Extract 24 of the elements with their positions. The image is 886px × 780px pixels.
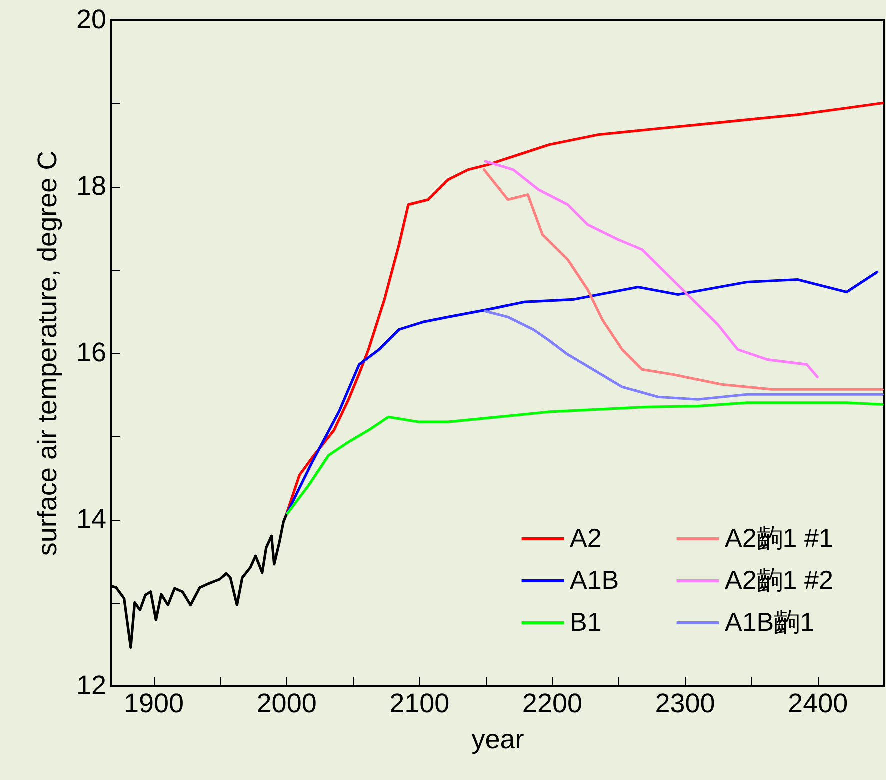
legend-label: A2齣1 #1 [725,523,834,553]
x-tick-label: 2400 [788,688,848,718]
legend-label: A2齣1 #2 [725,565,834,595]
line-series [484,160,819,378]
y-axis-title: surface air temperature, degree C [32,150,62,556]
x-tick-label: 2000 [256,688,317,718]
x-tick-label: 2100 [390,688,450,718]
y-tick-label: 14 [76,504,106,534]
legend-label: A1B齣1 [725,607,815,637]
legend-label: A1B [570,565,620,595]
x-tick-label: 2200 [522,688,582,718]
legend-label: A2 [570,523,602,553]
y-tick-label: 12 [76,670,106,700]
x-axis-title: year [472,724,524,754]
x-tick-label: 1900 [124,688,184,718]
y-tick-label: 16 [76,338,106,368]
y-tick-label: 20 [76,4,106,34]
y-tick-label: 18 [76,171,106,201]
line-series [484,310,884,401]
line-series [285,402,884,517]
line-series [482,168,884,391]
x-tick-label: 2300 [655,688,716,718]
line-series [285,270,879,517]
legend-label: B1 [570,607,602,637]
